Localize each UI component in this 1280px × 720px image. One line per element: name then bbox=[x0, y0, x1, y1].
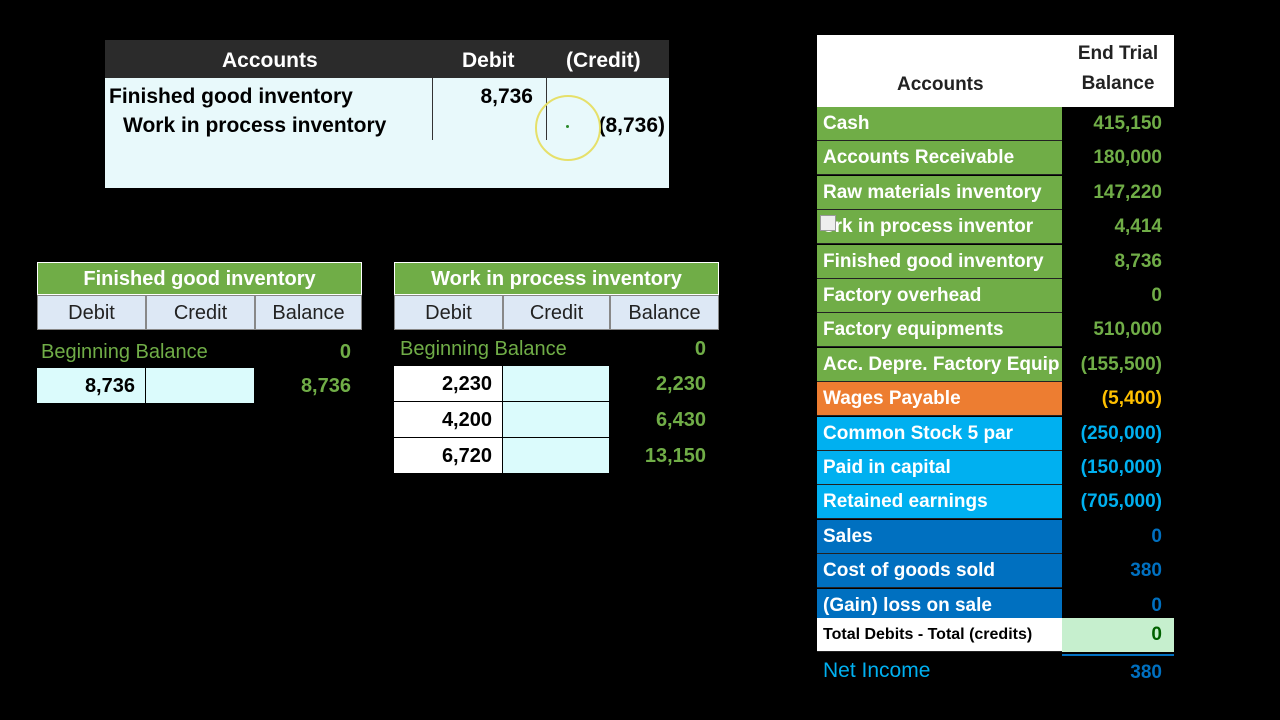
account-balance: (155,500) bbox=[1062, 347, 1174, 382]
journal-header: Accounts Debit (Credit) bbox=[105, 40, 669, 78]
t-account-column-header: Debit bbox=[394, 295, 503, 330]
beginning-balance-label: Beginning Balance bbox=[400, 338, 567, 360]
account-balance: 0 bbox=[1062, 588, 1174, 623]
t-account-balance-cell: 6,430 bbox=[655, 409, 706, 431]
journal-row-account: Finished good inventory bbox=[109, 85, 353, 108]
account-name: Accounts Receivable bbox=[817, 141, 1062, 176]
account-balance: 180,000 bbox=[1062, 141, 1174, 176]
journal-header-credit: (Credit) bbox=[566, 49, 641, 72]
t-account-credit-cell[interactable] bbox=[503, 402, 610, 438]
cursor-highlight bbox=[535, 95, 601, 161]
account-balance: (5,400) bbox=[1062, 382, 1174, 417]
journal-row: Finished good inventory 8,736 bbox=[105, 82, 669, 111]
account-name: Finished good inventory bbox=[817, 244, 1062, 279]
cursor-dot bbox=[566, 125, 569, 128]
journal-row-credit: (8,736) bbox=[598, 114, 665, 137]
account-name: Acc. Depre. Factory Equip bbox=[817, 347, 1062, 382]
account-balance: (150,000) bbox=[1062, 451, 1174, 485]
t-account-debit-cell[interactable]: 6,720 bbox=[394, 438, 503, 474]
trial-balance-row: Cash 415,150 bbox=[817, 107, 1174, 141]
account-balance: 380 bbox=[1062, 554, 1174, 589]
journal-header-debit: Debit bbox=[462, 49, 515, 72]
account-name: Cost of goods sold bbox=[817, 554, 1062, 589]
t-account-balance-cell: 8,736 bbox=[300, 375, 351, 397]
total-value: 0 bbox=[1062, 618, 1174, 652]
trial-balance-header-value: End Trial bbox=[1077, 43, 1159, 64]
account-name: Paid in capital bbox=[817, 451, 1062, 485]
trial-balance-row: Accounts Receivable 180,000 bbox=[817, 141, 1174, 176]
comment-indicator-icon[interactable] bbox=[820, 215, 836, 231]
account-name: (Gain) loss on sale bbox=[817, 588, 1062, 623]
beginning-balance-value: 0 bbox=[339, 341, 351, 363]
account-balance: 4,414 bbox=[1062, 210, 1174, 245]
trial-balance-row: Wages Payable (5,400) bbox=[817, 382, 1174, 417]
t-account-debit-cell[interactable]: 4,200 bbox=[394, 402, 503, 438]
t-account-credit-cell[interactable] bbox=[503, 366, 610, 402]
trial-balance-row: Factory overhead 0 bbox=[817, 279, 1174, 313]
account-balance: 0 bbox=[1062, 279, 1174, 313]
t-account-debit-cell[interactable]: 8,736 bbox=[37, 368, 146, 404]
account-name: Factory equipments bbox=[817, 313, 1062, 348]
t-account-credit-cell[interactable] bbox=[503, 438, 610, 474]
trial-balance-table: Accounts End Trial Balance Cash 415,150 Ac… bbox=[817, 35, 1174, 688]
t-account-balance-cell: 13,150 bbox=[644, 445, 706, 467]
account-name: Factory overhead bbox=[817, 279, 1062, 313]
account-name: Retained earnings bbox=[817, 485, 1062, 520]
trial-balance-row: (Gain) loss on sale 0 bbox=[817, 588, 1174, 623]
account-name: Common Stock 5 par bbox=[817, 416, 1062, 451]
trial-balance-header: Accounts End Trial Balance bbox=[817, 35, 1174, 107]
trial-balance-row: Paid in capital (150,000) bbox=[817, 451, 1174, 485]
journal-divider bbox=[432, 78, 433, 140]
trial-balance-row: Finished good inventory 8,736 bbox=[817, 244, 1174, 279]
t-account-column-header: Debit bbox=[37, 295, 146, 330]
trial-balance-header-accounts: Accounts bbox=[897, 74, 984, 95]
trial-balance-row: ork in process inventor 4,414 bbox=[817, 210, 1174, 245]
trial-balance-net-income-row: Net Income 380 bbox=[817, 654, 1174, 688]
wip-t-account: Work in process inventory Debit Credit B… bbox=[394, 262, 719, 474]
t-account-column-header: Credit bbox=[146, 295, 255, 330]
account-balance: 510,000 bbox=[1062, 313, 1174, 348]
account-name: Raw materials inventory bbox=[817, 175, 1062, 210]
account-balance: (705,000) bbox=[1062, 485, 1174, 520]
beginning-balance-value: 0 bbox=[694, 338, 706, 360]
account-balance: 415,150 bbox=[1062, 107, 1174, 141]
net-income-label: Net Income bbox=[817, 654, 1062, 688]
account-balance: 0 bbox=[1062, 519, 1174, 554]
journal-header-accounts: Accounts bbox=[222, 49, 318, 72]
t-account-balance-cell: 2,230 bbox=[655, 373, 706, 395]
net-income-value: 380 bbox=[1062, 654, 1174, 688]
beginning-balance-label: Beginning Balance bbox=[41, 341, 208, 363]
account-name: Wages Payable bbox=[817, 382, 1062, 417]
t-account-column-header: Balance bbox=[255, 295, 362, 330]
account-name: Cash bbox=[817, 107, 1062, 141]
account-name: ork in process inventor bbox=[817, 210, 1062, 245]
trial-balance-header-value: Balance bbox=[1081, 73, 1155, 94]
journal-row-debit: 8,736 bbox=[480, 85, 533, 108]
account-balance: (250,000) bbox=[1062, 416, 1174, 451]
trial-balance-row: Common Stock 5 par (250,000) bbox=[817, 416, 1174, 451]
trial-balance-row: Acc. Depre. Factory Equip (155,500) bbox=[817, 347, 1174, 382]
account-name: Sales bbox=[817, 519, 1062, 554]
trial-balance-row: Sales 0 bbox=[817, 519, 1174, 554]
trial-balance-row: Raw materials inventory 147,220 bbox=[817, 175, 1174, 210]
t-account-credit-cell[interactable] bbox=[146, 368, 255, 404]
t-account-title: Finished good inventory bbox=[37, 262, 362, 295]
journal-row: Work in process inventory (8,736) bbox=[105, 111, 669, 140]
account-balance: 8,736 bbox=[1062, 244, 1174, 279]
t-account-debit-cell[interactable]: 2,230 bbox=[394, 366, 503, 402]
finished-goods-t-account: Finished good inventory Debit Credit Bal… bbox=[37, 262, 362, 404]
trial-balance-row: Factory equipments 510,000 bbox=[817, 313, 1174, 348]
t-account-title: Work in process inventory bbox=[394, 262, 719, 295]
trial-balance-total-row: Total Debits - Total (credits) 0 bbox=[817, 618, 1174, 652]
total-label: Total Debits - Total (credits) bbox=[817, 618, 1062, 652]
account-balance: 147,220 bbox=[1062, 175, 1174, 210]
t-account-column-header: Credit bbox=[503, 295, 610, 330]
trial-balance-row: Retained earnings (705,000) bbox=[817, 485, 1174, 520]
t-account-column-header: Balance bbox=[610, 295, 719, 330]
journal-row-account: Work in process inventory bbox=[123, 114, 387, 137]
trial-balance-row: Cost of goods sold 380 bbox=[817, 554, 1174, 589]
